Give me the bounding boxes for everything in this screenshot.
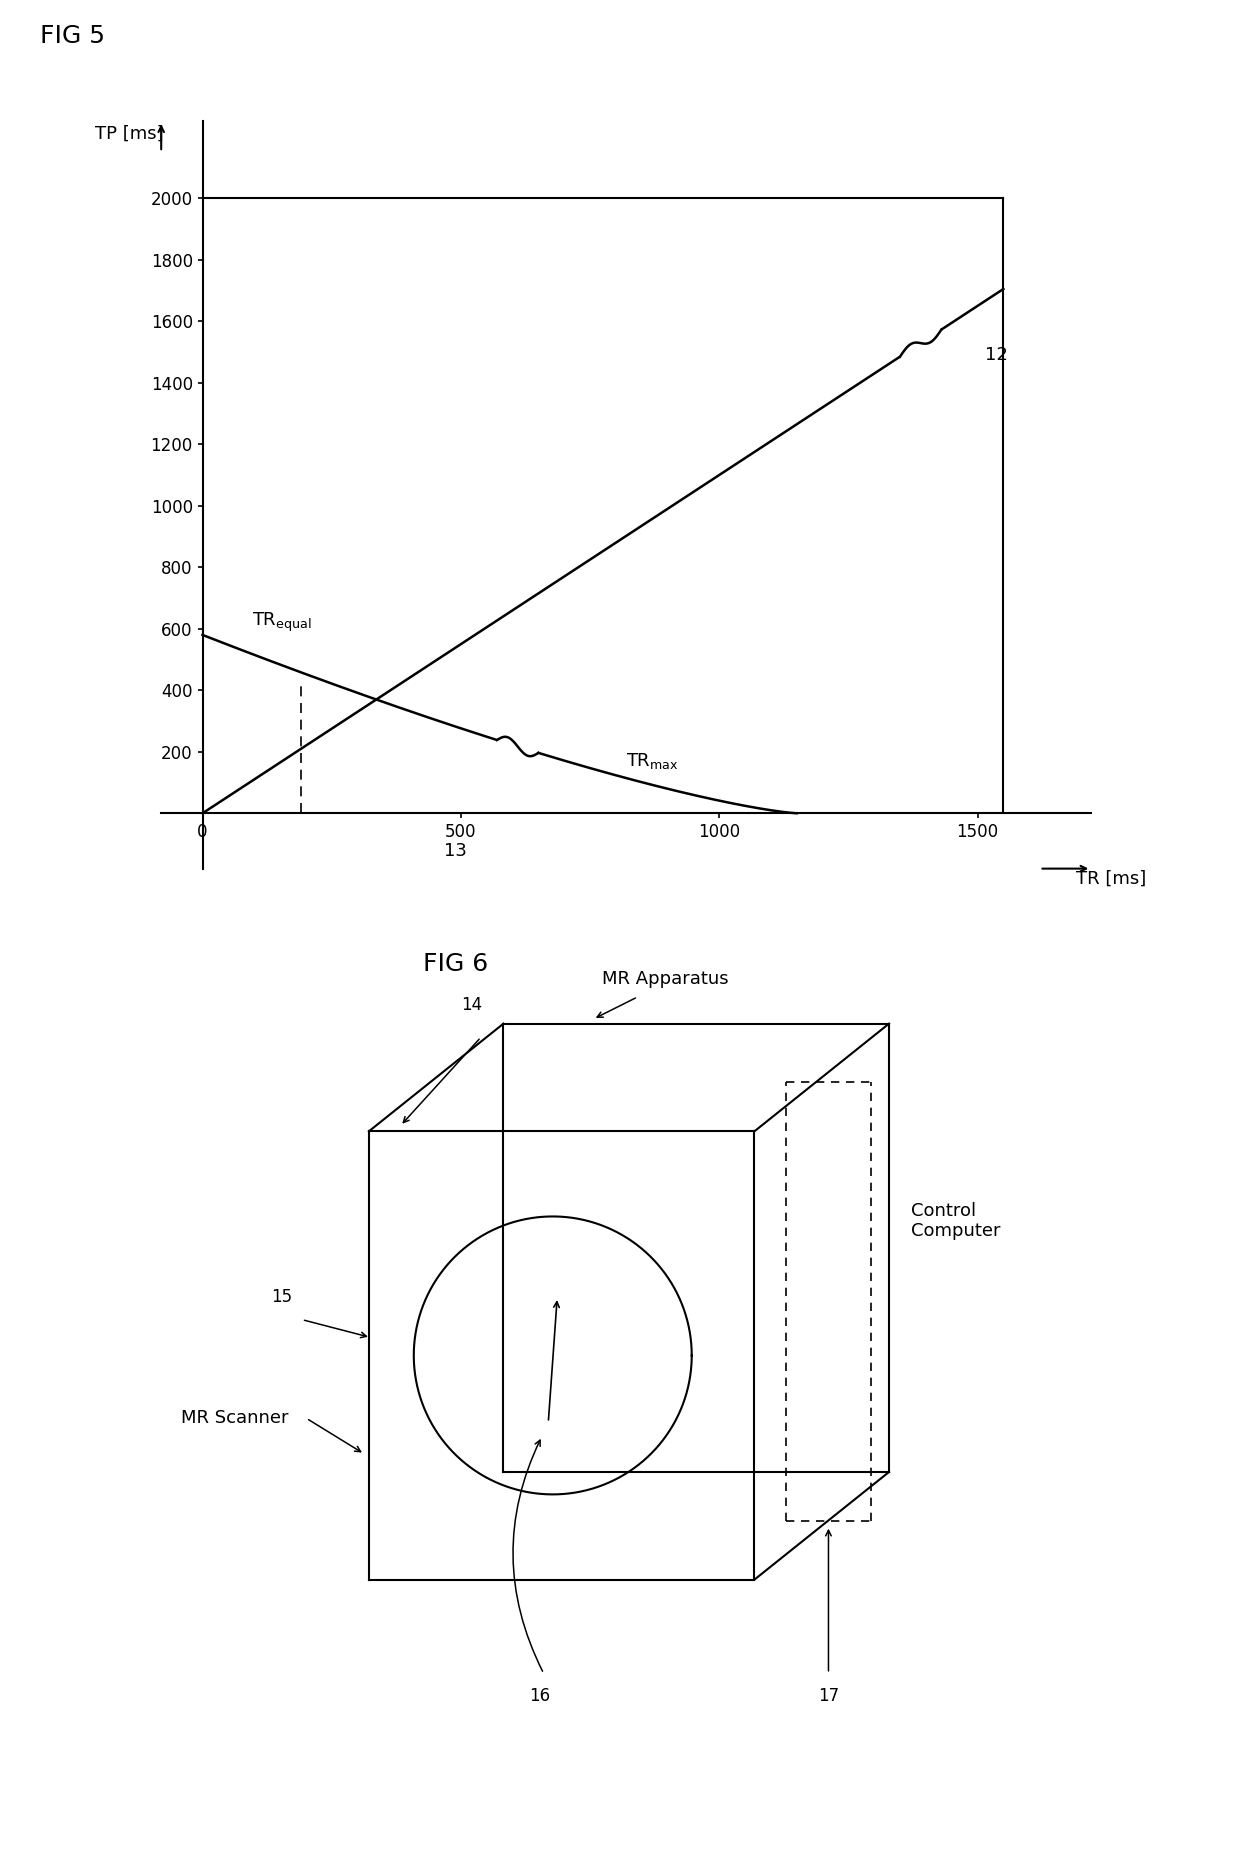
Text: Control
Computer: Control Computer — [911, 1201, 1001, 1240]
Text: 14: 14 — [461, 996, 482, 1014]
Text: 17: 17 — [818, 1687, 839, 1705]
Text: 16: 16 — [528, 1687, 549, 1705]
Text: TP [ms]: TP [ms] — [95, 125, 164, 144]
Text: 13: 13 — [444, 842, 467, 861]
Text: FIG 6: FIG 6 — [423, 953, 489, 975]
Text: TR [ms]: TR [ms] — [1076, 870, 1146, 887]
Text: FIG 5: FIG 5 — [41, 24, 105, 49]
Text: TR$_{\mathregular{max}}$: TR$_{\mathregular{max}}$ — [626, 751, 680, 771]
Text: 12: 12 — [986, 346, 1008, 364]
Text: MR Apparatus: MR Apparatus — [601, 969, 728, 988]
Text: MR Scanner: MR Scanner — [181, 1408, 288, 1427]
Text: 15: 15 — [272, 1287, 293, 1306]
Text: TR$_{\mathregular{equal}}$: TR$_{\mathregular{equal}}$ — [252, 611, 311, 633]
